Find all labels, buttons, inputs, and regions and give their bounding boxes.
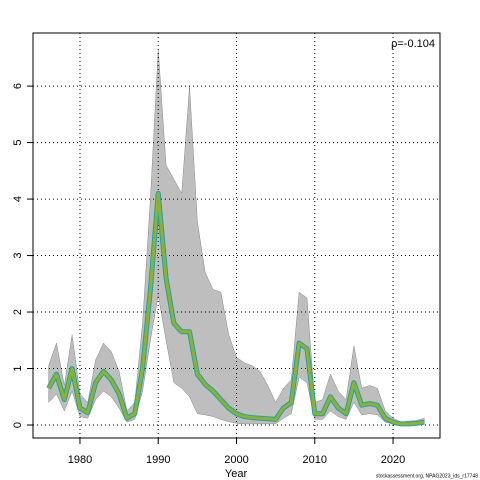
x-tick-label: 1990 xyxy=(146,454,170,466)
footer: stockassessment.org, NPAG2023_ids_r17748 xyxy=(376,473,478,479)
y-tick-label: 3 xyxy=(12,252,24,258)
x-tick-label: 2020 xyxy=(381,454,405,466)
annotation: ρ=-0.104 xyxy=(391,38,435,50)
x-tick-label: 2010 xyxy=(303,454,327,466)
x-tick-label: 1980 xyxy=(68,454,92,466)
y-tick-label: 2 xyxy=(12,309,24,315)
y-tick-label: 5 xyxy=(12,140,24,146)
y-tick-label: 6 xyxy=(12,83,24,89)
y-tick-label: 1 xyxy=(12,365,24,371)
x-tick-label: 2000 xyxy=(224,454,248,466)
x-axis-label: Year xyxy=(225,468,248,480)
y-tick-label: 0 xyxy=(12,422,24,428)
y-tick-label: 4 xyxy=(12,196,24,202)
series-line xyxy=(47,191,425,426)
